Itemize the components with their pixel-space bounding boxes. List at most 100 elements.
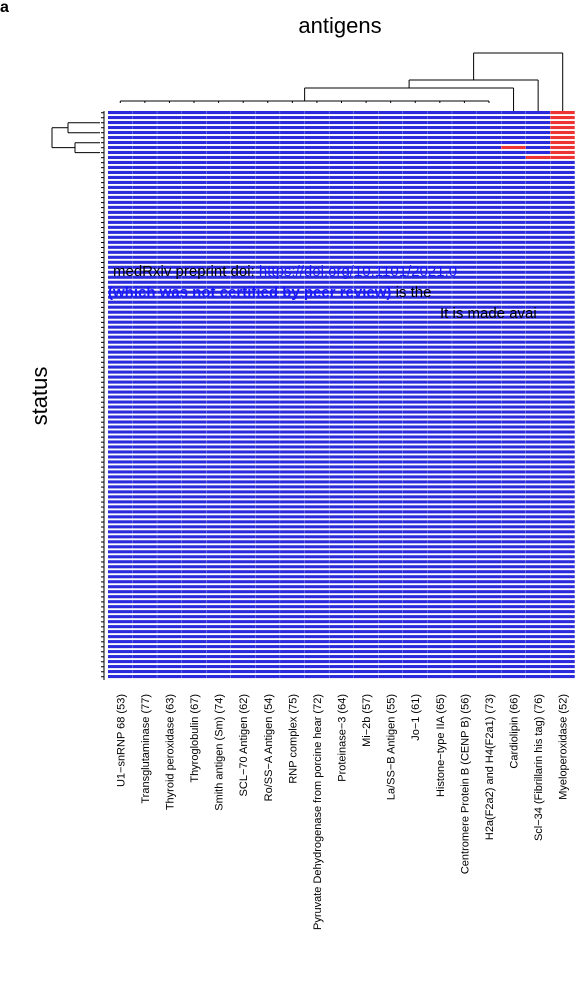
heatmap-cell [206,600,231,604]
heatmap-cell [304,335,329,339]
heatmap-cell [280,570,305,574]
heatmap-cell [353,310,379,314]
heatmap-cell [476,265,502,269]
heatmap-cell [501,250,526,254]
heatmap-cell [525,175,551,179]
heatmap-cell [402,480,428,484]
heatmap-cell [280,170,305,174]
heatmap-cell [525,205,551,209]
heatmap-cell [525,185,551,189]
heatmap-cell [402,340,428,344]
heatmap-cell [353,600,379,604]
heatmap-cell [304,220,329,224]
heatmap-cell [329,650,354,654]
heatmap-cell [255,600,280,604]
heatmap-cell [132,295,157,299]
heatmap-cell [501,635,526,639]
heatmap-cell [230,560,256,564]
heatmap-cell [280,535,305,539]
heatmap-cell [108,410,133,414]
heatmap-cell [378,420,403,424]
heatmap-cell [452,285,477,289]
heatmap-cell [402,465,428,469]
heatmap-cell [501,465,526,469]
heatmap-cell [402,500,428,504]
heatmap-cell [255,140,280,145]
heatmap-cell [132,530,157,534]
heatmap-cell [427,155,452,160]
heatmap-cell [157,470,182,474]
heatmap-cell [378,565,403,569]
heatmap-cell [476,310,502,314]
heatmap-cell [132,140,157,145]
heatmap-cell [280,230,305,234]
heatmap-cell [550,595,575,599]
heatmap-cell [525,335,551,339]
heatmap-cell [230,480,256,484]
heatmap-cell [329,605,354,609]
heatmap-cell [304,250,329,254]
heatmap-cell [132,280,157,284]
heatmap-cell [452,475,477,479]
heatmap-cell [476,450,502,454]
heatmap-cell [452,215,477,219]
heatmap-cell [255,545,280,549]
heatmap-cell [304,275,329,279]
heatmap-cell [230,210,256,214]
heatmap-cell [427,285,452,289]
heatmap-cell [452,540,477,544]
heatmap-cell [206,215,231,219]
heatmap-cell [230,200,256,204]
heatmap-cell [501,600,526,604]
heatmap-cell [402,245,428,249]
heatmap-cell [427,200,452,204]
heatmap-cell [181,610,207,614]
heatmap-cell [181,565,207,569]
heatmap-cell [550,605,575,609]
heatmap-cell [181,215,207,219]
heatmap-cell [280,111,305,115]
heatmap-cell [427,390,452,394]
heatmap-cell [427,535,452,539]
heatmap-cell [255,450,280,454]
heatmap-cell [525,215,551,219]
heatmap-cell [255,540,280,544]
heatmap-cell [476,400,502,404]
heatmap-cell [525,410,551,414]
heatmap-cell [525,525,551,529]
heatmap-cell [452,675,477,679]
heatmap-cell [476,490,502,494]
heatmap-cell [353,520,379,524]
heatmap-cell [378,575,403,579]
heatmap-cell [525,465,551,469]
heatmap-cell [157,240,182,244]
heatmap-cell [402,175,428,179]
heatmap-cell [329,485,354,489]
heatmap-cell [206,575,231,579]
heatmap-cell [280,555,305,559]
heatmap-cell [452,350,477,354]
heatmap-cell [132,475,157,479]
heatmap-cell [525,305,551,309]
heatmap-cell [353,135,379,140]
heatmap-cell [476,360,502,364]
heatmap-cell [181,225,207,229]
heatmap-cell [255,435,280,439]
heatmap-cell [452,620,477,624]
heatmap-cell [181,325,207,329]
watermark-doi-link[interactable]: https://doi.org/10.1101/2021.0 [259,263,457,280]
heatmap-cell [157,155,182,160]
heatmap-cell [255,360,280,364]
heatmap-cell [402,515,428,519]
heatmap-cell [501,370,526,374]
heatmap-cell [476,570,502,574]
heatmap-cell [255,300,280,304]
heatmap-cell [353,240,379,244]
heatmap-cell [280,395,305,399]
heatmap-cell [329,400,354,404]
heatmap-cell [132,200,157,204]
heatmap-cell [304,140,329,145]
heatmap-cell [230,125,256,130]
heatmap-cell [353,175,379,179]
column-label: Thyroglobulin (67) [189,694,201,783]
